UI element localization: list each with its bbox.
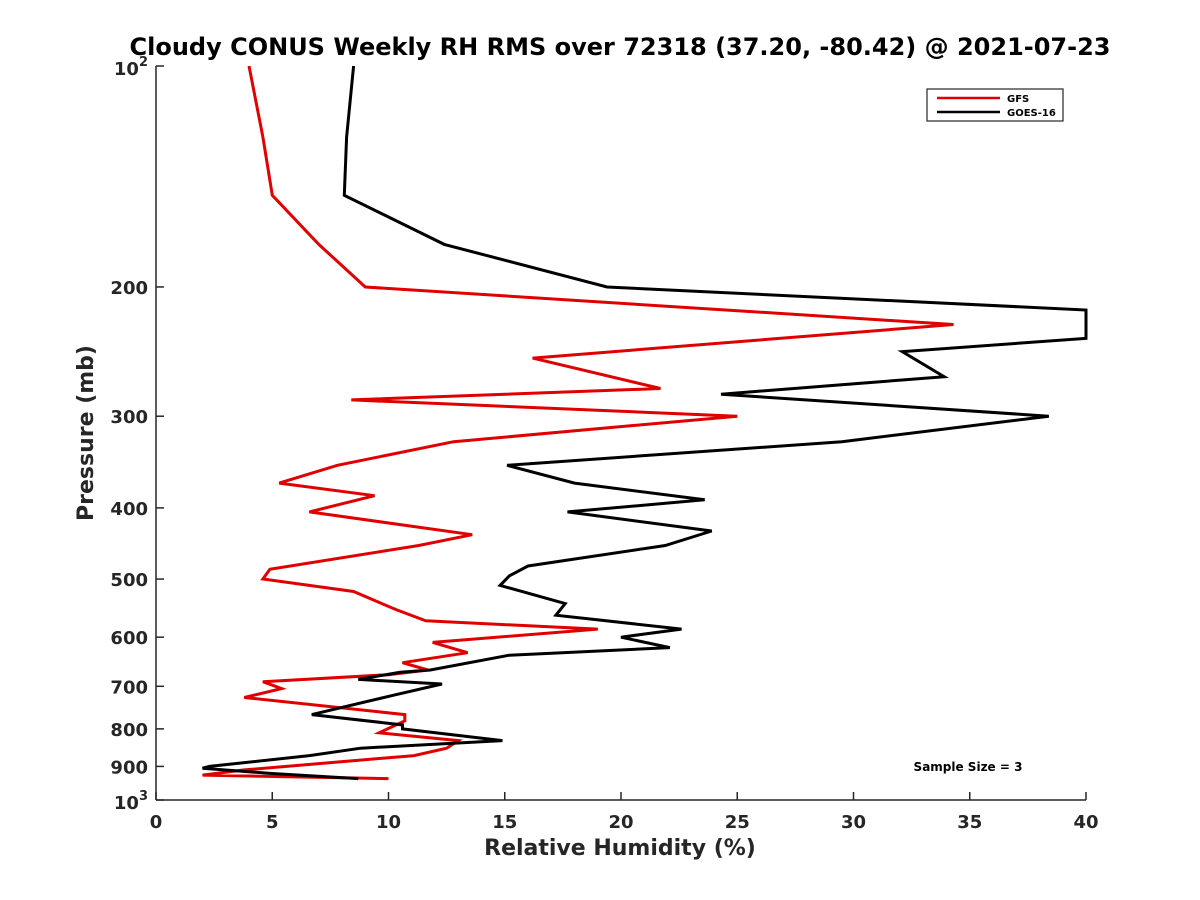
x-tick-label: 25 — [725, 812, 750, 833]
y-tick-label: 102 — [114, 55, 148, 80]
x-tick-label: 40 — [1073, 812, 1098, 833]
y-axis: 102 200 300 400 500 600 700 800 900 103 — [110, 55, 164, 814]
x-tick-label: 20 — [608, 812, 633, 833]
x-axis: 0 5 10 15 20 25 30 35 40 — [150, 792, 1099, 833]
chart-title: Cloudy CONUS Weekly RH RMS over 72318 (3… — [130, 33, 1111, 61]
y-tick-label: 400 — [110, 499, 148, 520]
y-tick-label: 700 — [110, 677, 148, 698]
x-tick-label: 10 — [376, 812, 401, 833]
series-line-goes-16 — [202, 65, 1088, 781]
y-tick-label: 500 — [110, 570, 148, 591]
y-tick-label: 800 — [110, 720, 148, 741]
legend-box — [926, 88, 1064, 122]
series-layer — [202, 65, 1088, 781]
y-tick-label: 300 — [110, 407, 148, 428]
x-tick-label: 0 — [150, 812, 163, 833]
legend: GFS GOES-16 — [926, 88, 1064, 122]
y-tick-label: 900 — [110, 757, 148, 778]
series-line-gfs — [202, 65, 954, 781]
y-axis-label: Pressure (mb) — [74, 345, 99, 521]
y-tick-label: 103 — [114, 789, 148, 814]
y-tick-label: 200 — [110, 278, 148, 299]
y-tick-label: 600 — [110, 628, 148, 649]
x-tick-label: 15 — [492, 812, 517, 833]
legend-label: GFS — [1007, 94, 1029, 105]
x-tick-label: 30 — [841, 812, 866, 833]
sample-size-annotation: Sample Size = 3 — [914, 760, 1023, 774]
x-tick-label: 5 — [266, 812, 279, 833]
plot-area — [155, 66, 1086, 801]
legend-label: GOES-16 — [1007, 108, 1056, 119]
x-axis-label: Relative Humidity (%) — [484, 836, 756, 861]
x-tick-label: 35 — [957, 812, 982, 833]
